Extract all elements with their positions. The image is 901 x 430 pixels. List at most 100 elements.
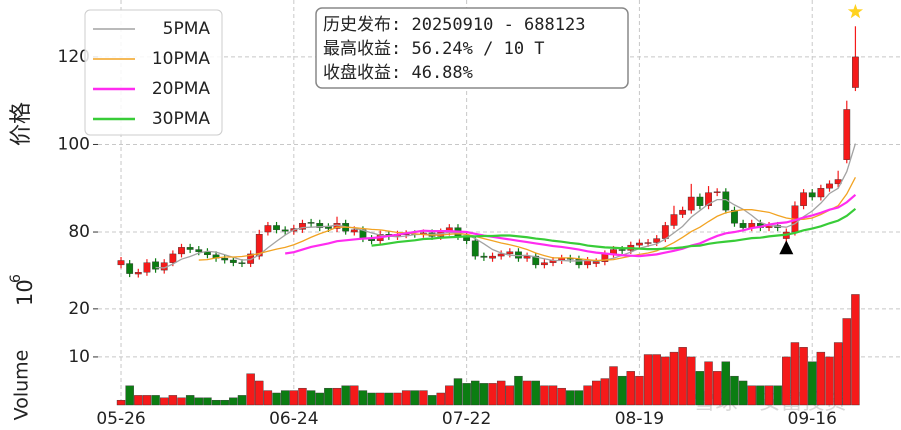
volume-bar xyxy=(479,383,489,406)
volume-bar xyxy=(583,385,592,406)
volume-bar xyxy=(816,351,826,406)
candle-body xyxy=(852,56,859,88)
volume-bar xyxy=(194,397,203,406)
candle-body xyxy=(592,261,600,264)
candle-body xyxy=(497,253,505,257)
candle-body xyxy=(532,255,540,266)
candle-body xyxy=(817,188,825,198)
volume-bar xyxy=(669,351,679,406)
volume-bar xyxy=(350,385,359,406)
candle-body xyxy=(808,192,816,198)
buy-marker xyxy=(779,240,794,255)
volume-bar xyxy=(531,380,540,406)
volume-bar xyxy=(445,385,454,406)
info-line: 历史发布: 20250910 - 688123 xyxy=(323,15,585,35)
volume-bar xyxy=(488,383,497,406)
info-box: 历史发布: 20250910 - 688123 最高收益: 56.24% / 10… xyxy=(315,7,629,89)
candle-body xyxy=(523,255,531,259)
volume-bar xyxy=(592,380,601,406)
candle-body xyxy=(229,259,237,263)
volume-bar xyxy=(315,392,324,406)
volume-bar xyxy=(298,387,307,406)
x-tick-label: 07-22 xyxy=(442,409,491,429)
moving-average-line xyxy=(155,143,857,269)
candle-body xyxy=(687,196,695,211)
volume-bar xyxy=(609,366,618,406)
volume-bar xyxy=(721,361,731,406)
volume-scale: 10 6 xyxy=(8,274,37,306)
volume-bar xyxy=(427,395,437,406)
volume-bar xyxy=(548,385,558,406)
volume-bar xyxy=(496,380,506,406)
volume-bar xyxy=(704,361,713,406)
candle-body xyxy=(696,196,704,206)
volume-bar xyxy=(419,390,428,406)
volume-bar xyxy=(263,390,273,406)
candle-body xyxy=(670,214,678,226)
volume-bar xyxy=(306,390,316,406)
volume-bar xyxy=(747,385,756,406)
info-line: 收盘收益: 46.88% xyxy=(323,63,473,83)
y-tick-label: 20 xyxy=(68,299,90,319)
volume-bar xyxy=(341,385,350,406)
legend-label: 5PMA xyxy=(163,19,211,39)
volume-bar xyxy=(185,395,195,406)
volume-bar xyxy=(246,373,255,406)
volume-bar xyxy=(626,371,635,406)
volume-bar xyxy=(540,385,549,406)
legend-label: 30PMA xyxy=(152,109,211,129)
candle-body xyxy=(195,249,203,252)
candle-body xyxy=(471,240,479,257)
volume-bar xyxy=(808,361,817,406)
legend: 5PMA 10PMA 20PMA 30PMA xyxy=(84,9,223,136)
candle-body xyxy=(480,255,488,258)
volume-bar xyxy=(471,380,480,406)
volume-bar xyxy=(635,375,644,406)
volume-bar xyxy=(695,371,705,406)
volume-bar xyxy=(566,390,575,406)
volume-bar xyxy=(557,387,566,406)
x-tick-label: 05-26 xyxy=(96,409,145,429)
volume-bar xyxy=(799,347,808,406)
x-tick-label: 09-16 xyxy=(788,409,837,429)
volume-bar xyxy=(229,397,238,406)
candle-body xyxy=(255,234,263,257)
volume-bar xyxy=(833,342,843,406)
candle-body xyxy=(178,247,185,255)
candle-body xyxy=(739,223,747,228)
candle-body xyxy=(489,255,496,259)
legend-label: 10PMA xyxy=(152,49,211,69)
volume-bar xyxy=(280,390,290,406)
y-tick-label: 10 xyxy=(68,347,90,367)
volume-bar xyxy=(237,395,247,406)
candle-body xyxy=(826,183,833,189)
volume-bar xyxy=(643,354,653,406)
volume-bar xyxy=(773,385,782,406)
candle-body xyxy=(307,222,315,224)
moving-average-line xyxy=(371,207,857,251)
volume-bar xyxy=(332,387,342,406)
y-tick-label: 80 xyxy=(68,222,90,242)
volume-bar xyxy=(782,356,791,406)
moving-average-line xyxy=(285,193,857,258)
volume-bar xyxy=(678,347,687,406)
candle-body xyxy=(843,109,851,160)
volume-bar xyxy=(462,383,471,406)
candle-body xyxy=(506,251,514,255)
y-axis-label: 价格 xyxy=(9,102,34,146)
candle-body xyxy=(540,262,548,266)
candle-body xyxy=(653,238,661,243)
candle-body xyxy=(247,253,255,264)
volume-bar xyxy=(116,399,126,406)
volume-bar xyxy=(324,387,333,406)
candle-body xyxy=(705,192,712,206)
candle-body xyxy=(152,261,159,270)
volume-bar xyxy=(790,342,800,406)
candle-body xyxy=(713,191,721,193)
volume-bar xyxy=(177,397,186,406)
volume-bar xyxy=(764,385,774,406)
volume-bar xyxy=(168,395,178,406)
volume-bar xyxy=(367,392,376,406)
volume-bar xyxy=(522,380,532,406)
candle-body xyxy=(731,209,738,224)
